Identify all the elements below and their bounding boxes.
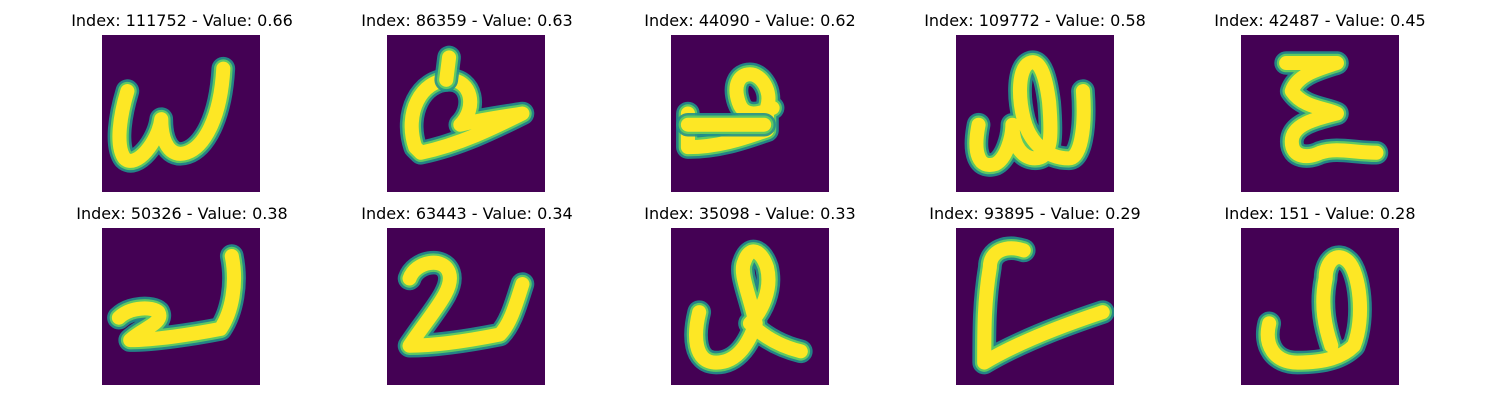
value-number: 0.58 (1110, 11, 1146, 30)
panel-title-text: Index: 35098 - Value: 0.33 (644, 204, 856, 223)
value-label: Value: (1335, 11, 1385, 30)
index-label: Index: (76, 204, 126, 223)
panel-title-text: Index: 111752 - Value: 0.66 (71, 11, 293, 30)
index-label: Index: (1224, 204, 1274, 223)
glyph-image (102, 35, 260, 192)
panel-title-text: Index: 86359 - Value: 0.63 (361, 11, 573, 30)
value-number: 0.66 (257, 11, 293, 30)
value-number: 0.34 (537, 204, 573, 223)
panel-title-text: Index: 44090 - Value: 0.62 (644, 11, 856, 30)
glyph-image (387, 228, 545, 385)
glyph-image (102, 228, 260, 385)
value-label: Value: (482, 11, 532, 30)
glyph-drawing (1274, 51, 1389, 168)
index-number: 44090 (698, 11, 750, 30)
glyph-drawing (964, 50, 1096, 177)
value-number: 0.62 (820, 11, 856, 30)
glyph-stroke (404, 72, 530, 160)
value-number: 0.29 (1105, 204, 1141, 223)
index-number: 86359 (415, 11, 467, 30)
value-number: 0.38 (252, 204, 288, 223)
index-label: Index: (361, 11, 411, 30)
value-number: 0.45 (1390, 11, 1426, 30)
glyph-stroke (689, 244, 808, 370)
glyph-stroke (967, 53, 1093, 175)
value-label: Value: (765, 11, 815, 30)
value-label: Value: (482, 204, 532, 223)
index-number: 63443 (415, 204, 467, 223)
glyph-stroke (977, 241, 1110, 370)
glyph-stroke (680, 67, 780, 155)
glyph-drawing (1256, 245, 1372, 375)
glyph-drawing (972, 236, 1114, 375)
value-label: Value: (765, 204, 815, 223)
glyph-drawing (397, 250, 535, 358)
panel-title-text: Index: 109772 - Value: 0.58 (924, 11, 1146, 30)
glyph-image (387, 35, 545, 192)
glyph-image (956, 228, 1114, 385)
panel-title-text: Index: 63443 - Value: 0.34 (361, 204, 573, 223)
glyph-drawing (107, 56, 236, 173)
index-number: 42487 (1268, 11, 1320, 30)
glyph-stroke (439, 50, 457, 87)
index-number: 93895 (983, 204, 1035, 223)
index-label: Index: (71, 11, 121, 30)
index-label: Index: (644, 204, 694, 223)
glyph-stroke (1260, 250, 1368, 370)
index-label: Index: (929, 204, 979, 223)
index-number: 111752 (125, 11, 187, 30)
index-label: Index: (361, 204, 411, 223)
glyph-drawing (676, 62, 785, 159)
value-label: Value: (202, 11, 253, 30)
glyph-image (1241, 228, 1399, 385)
value-label: Value: (1055, 11, 1106, 30)
value-number: 0.28 (1379, 204, 1416, 223)
panel-title-text: Index: 42487 - Value: 0.45 (1214, 11, 1426, 30)
glyph-image (671, 35, 829, 192)
value-label: Value: (1325, 204, 1375, 223)
glyph-stroke (1279, 56, 1384, 164)
value-number: 0.63 (537, 11, 573, 30)
index-number: 151 (1278, 204, 1310, 223)
glyph-stroke (112, 61, 231, 168)
index-number: 109772 (978, 11, 1040, 30)
index-number: 50326 (130, 204, 182, 223)
glyph-drawing (107, 244, 246, 352)
glyph-stroke (111, 249, 241, 348)
index-label: Index: (1214, 11, 1264, 30)
index-label: Index: (644, 11, 694, 30)
glyph-drawing (399, 45, 535, 165)
glyph-image (956, 35, 1114, 192)
glyph-drawing (684, 239, 813, 375)
value-label: Value: (1050, 204, 1100, 223)
glyph-stroke (402, 255, 530, 353)
glyph-image (671, 228, 829, 385)
index-label: Index: (924, 11, 974, 30)
glyph-image (1241, 35, 1399, 192)
value-label: Value: (197, 204, 247, 223)
index-number: 35098 (698, 204, 750, 223)
panel-title-text: Index: 151 - Value: 0.28 (1224, 204, 1416, 223)
glyph-stroke (969, 55, 1091, 172)
panel-title-text: Index: 93895 - Value: 0.29 (929, 204, 1141, 223)
value-number: 0.33 (820, 204, 856, 223)
panel-title-text: Index: 50326 - Value: 0.38 (76, 204, 288, 223)
